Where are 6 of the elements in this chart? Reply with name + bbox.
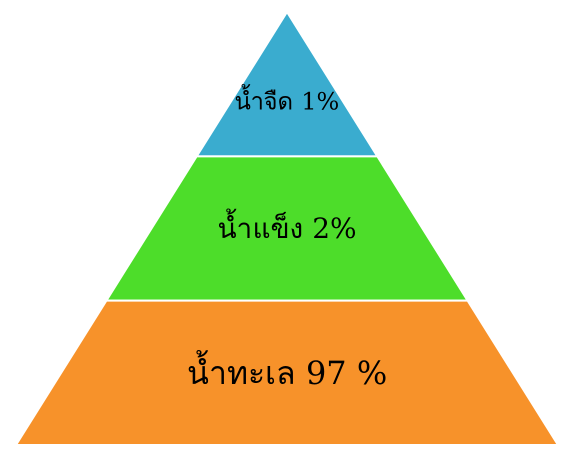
category-label: น้ำแข็ง xyxy=(217,208,304,245)
data-label: 2% xyxy=(312,212,357,245)
category-label: น้ำจืด xyxy=(234,83,294,116)
category-label: น้ำทะเล xyxy=(186,350,296,392)
data-label: 1% xyxy=(301,87,340,116)
data-label: 97 % xyxy=(306,354,388,392)
